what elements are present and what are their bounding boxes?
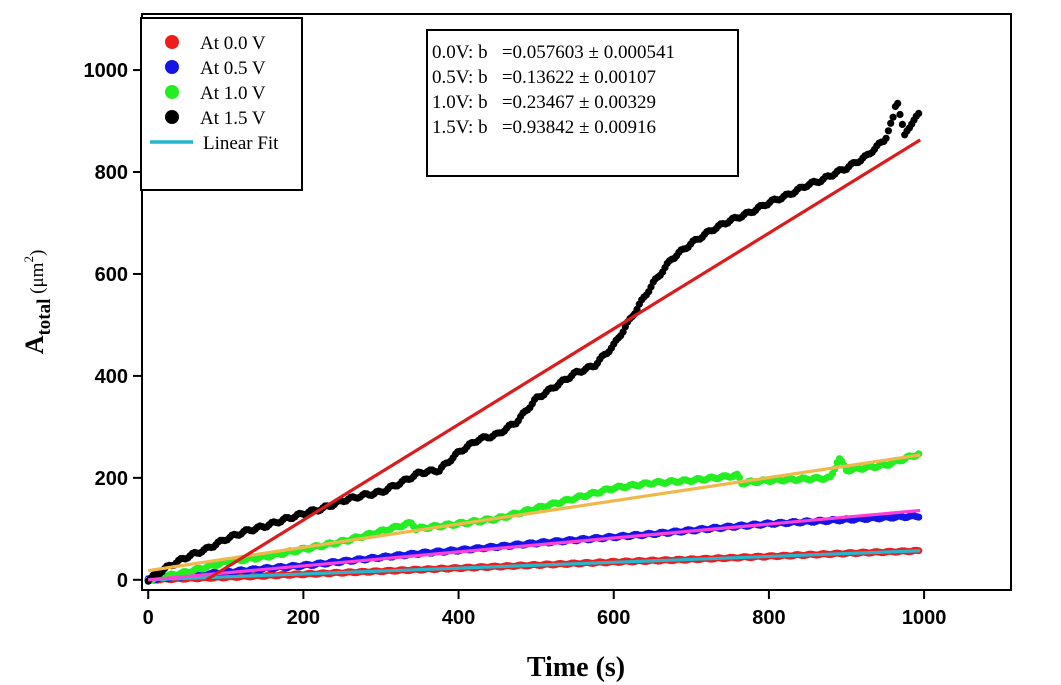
- x-axis: 0 200 400 600 800 1000: [143, 590, 947, 629]
- legend-label: At 1.0 V: [200, 83, 266, 104]
- legend: At 0.0 V At 0.5 V At 1.0 V At 1.5 V Linear F…: [140, 17, 303, 191]
- annotation-box: [426, 29, 739, 177]
- y-axis-title-main: A: [20, 335, 49, 354]
- legend-entry: Linear Fit: [150, 133, 279, 154]
- y-tick-label: 600: [95, 264, 128, 286]
- data-point: [898, 120, 907, 128]
- y-tick-label: 400: [95, 366, 128, 388]
- data-point: [889, 113, 897, 121]
- y-axis-title-unit-sup: 2: [21, 256, 36, 263]
- fit-line: [147, 453, 921, 573]
- fit-line: [148, 549, 921, 582]
- legend-marker: [165, 110, 179, 124]
- y-tick-label: 0: [117, 570, 128, 592]
- fit-line: [148, 508, 921, 582]
- legend-label: At 0.0 V: [200, 33, 266, 54]
- y-tick-label: 200: [95, 468, 128, 490]
- data-point: [894, 99, 902, 107]
- y-tick-label: 1000: [84, 60, 129, 82]
- data-point: [896, 110, 904, 119]
- legend-marker: [165, 35, 179, 49]
- x-tick-label: 800: [752, 607, 785, 629]
- annotation-line: 0.0V: b =0.057603 ± 0.000541: [432, 42, 675, 63]
- legend-items: At 0.0 V At 0.5 V At 1.0 V At 1.5 V Linear F…: [150, 33, 279, 154]
- y-axis-title-unit-close: ): [27, 250, 48, 256]
- legend-entry: At 1.5 V: [165, 108, 266, 129]
- annotation-line: 1.0V: b =0.23467 ± 0.00329: [432, 92, 656, 113]
- x-tick-label: 200: [287, 607, 320, 629]
- legend-marker: [165, 85, 179, 99]
- legend-entry: At 0.0 V: [165, 33, 266, 54]
- y-tick-label: 800: [95, 162, 128, 184]
- data-point: [915, 513, 923, 521]
- data-point: [915, 109, 923, 117]
- x-tick-label: 400: [442, 607, 475, 629]
- plot-frame: [141, 13, 1012, 591]
- y-axis-title: Atotal (μm2): [20, 250, 55, 355]
- legend-label: At 0.5 V: [200, 58, 266, 79]
- fit-layer: [147, 138, 922, 582]
- x-tick-label: 600: [597, 607, 630, 629]
- data-point: [884, 127, 893, 135]
- annotation-line: 1.5V: b =0.93842 ± 0.00916: [432, 117, 656, 138]
- x-tick-label: 0: [143, 607, 154, 629]
- data-point: [882, 134, 890, 142]
- legend-label: Linear Fit: [203, 133, 279, 154]
- legend-marker: [165, 60, 179, 74]
- annotation-line: 0.5V: b =0.13622 ± 0.00107: [432, 67, 656, 88]
- legend-entry: At 0.5 V: [165, 58, 266, 79]
- x-axis-title: Time (s): [527, 652, 625, 683]
- fit-annotation: 0.0V: b =0.057603 ± 0.000541 0.5V: b =0.…: [426, 29, 739, 177]
- legend-entry: At 1.0 V: [165, 83, 266, 104]
- x-tick-label: 1000: [902, 607, 947, 629]
- data-point: [887, 119, 895, 127]
- y-axis-title-unit: (μm: [27, 262, 48, 298]
- legend-label: At 1.5 V: [200, 108, 266, 129]
- y-axis-title-sub: total: [34, 299, 55, 336]
- y-axis: 0 200 400 600 800 1000: [84, 60, 142, 592]
- series-3: [144, 99, 923, 585]
- data-point: [735, 474, 744, 482]
- fit-line: [205, 138, 922, 582]
